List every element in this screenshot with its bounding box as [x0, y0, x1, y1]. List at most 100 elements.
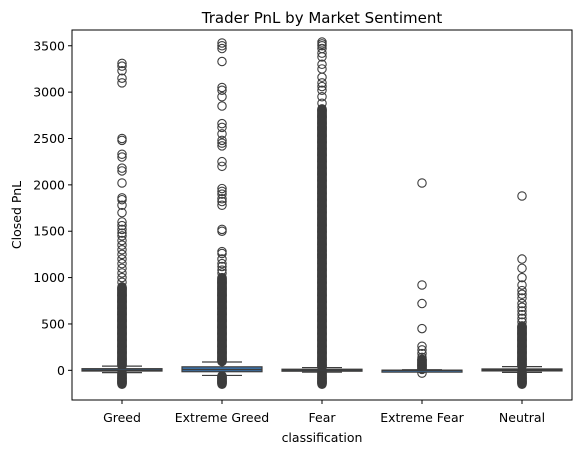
outlier-point: [417, 352, 427, 363]
outlier-point: [517, 280, 527, 290]
outlier-point: [217, 186, 227, 197]
y-tick-label: 2500: [33, 131, 65, 146]
outlier-point: [517, 309, 527, 320]
outlier-point: [317, 48, 327, 58]
outlier-point: [517, 313, 527, 324]
outlier-point: [217, 118, 227, 129]
outlier-point: [217, 224, 227, 235]
outlier-point: [317, 64, 327, 74]
box-group-fear: [281, 37, 363, 389]
outlier-point: [217, 272, 227, 283]
outlier-point: [117, 228, 127, 238]
outlier-point: [517, 285, 527, 296]
outlier-point: [517, 302, 527, 313]
outlier-point: [217, 268, 227, 278]
y-axis-label: Closed PnL: [9, 181, 24, 249]
y-tick-label: 3500: [33, 38, 65, 53]
outlier-point: [217, 200, 227, 211]
y-tick-label: 500: [41, 316, 65, 331]
outlier-point: [217, 196, 227, 207]
outlier-point: [517, 289, 527, 300]
outlier-point: [217, 189, 227, 199]
outlier-point: [117, 152, 127, 162]
outlier-point: [317, 37, 327, 47]
outlier-point: [517, 263, 527, 274]
outlier-point: [517, 317, 527, 327]
box-group-greed: [81, 58, 163, 389]
outlier-point: [217, 122, 227, 133]
outlier-point: [517, 254, 527, 264]
outlier-point: [517, 191, 527, 201]
outlier-point: [217, 138, 227, 148]
outlier-point: [217, 194, 227, 204]
outlier-point: [517, 293, 527, 303]
outlier-point: [117, 217, 127, 227]
outlier-point: [117, 61, 127, 71]
outlier-point: [217, 43, 227, 54]
box-group-extreme-greed: [181, 38, 263, 389]
outlier-point: [417, 298, 427, 309]
x-tick-label: Fear: [309, 410, 337, 425]
outlier-point: [517, 321, 527, 331]
outlier-point: [117, 231, 127, 241]
outlier-point: [117, 135, 127, 146]
outlier-point: [317, 98, 327, 109]
outlier-point: [117, 249, 127, 260]
outlier-point: [217, 161, 227, 172]
outlier-point: [117, 235, 127, 246]
outlier-point: [317, 43, 327, 54]
outlier-point: [117, 78, 127, 88]
chart-title: Trader PnL by Market Sentiment: [201, 9, 443, 27]
outlier-point: [117, 66, 127, 76]
outlier-point: [117, 224, 127, 235]
outlier-point: [117, 200, 127, 211]
outlier-point: [117, 58, 127, 69]
x-axis-label: classification: [282, 430, 363, 445]
outlier-point: [117, 240, 127, 250]
outlier-point: [217, 265, 227, 275]
outlier-point: [317, 81, 327, 92]
x-tick-label: Extreme Greed: [175, 410, 269, 425]
outlier-point: [117, 178, 127, 188]
outlier-point: [117, 193, 127, 203]
plot-area: [81, 37, 563, 389]
outlier-point: [317, 78, 327, 88]
box-group-extreme-fear: [381, 178, 463, 378]
outlier-point: [217, 101, 227, 111]
outlier-point: [117, 245, 127, 255]
outlier-point: [417, 323, 427, 334]
x-tick-label: Extreme Fear: [380, 410, 464, 425]
outlier-point: [117, 282, 127, 292]
outlier-point: [117, 220, 127, 231]
outlier-point: [117, 166, 127, 176]
outlier-point: [417, 345, 427, 355]
outlier-point: [117, 254, 127, 264]
outlier-point: [117, 207, 127, 218]
outlier-point: [217, 38, 227, 48]
x-tick-label: Greed: [103, 410, 141, 425]
outlier-point: [217, 156, 227, 167]
y-tick-label: 3000: [33, 85, 65, 100]
outlier-point: [317, 72, 327, 83]
outlier-point: [417, 348, 427, 359]
outlier-point: [317, 104, 327, 114]
y-tick-label: 1500: [33, 224, 65, 239]
outlier-point: [217, 141, 227, 151]
outlier-point: [117, 263, 127, 274]
outlier-point: [117, 163, 127, 173]
outlier-point: [217, 183, 227, 194]
outlier-point: [217, 226, 227, 236]
outlier-point: [117, 73, 127, 83]
box-group-neutral: [481, 191, 563, 389]
outlier-point: [217, 261, 227, 272]
outlier-point: [417, 368, 427, 378]
outlier-point: [317, 59, 327, 70]
outlier-point: [517, 298, 527, 309]
outlier-point: [217, 248, 227, 259]
outlier-point: [117, 258, 127, 269]
outlier-point: [217, 92, 227, 102]
outlier-point: [517, 272, 527, 283]
outlier-point: [217, 258, 227, 269]
